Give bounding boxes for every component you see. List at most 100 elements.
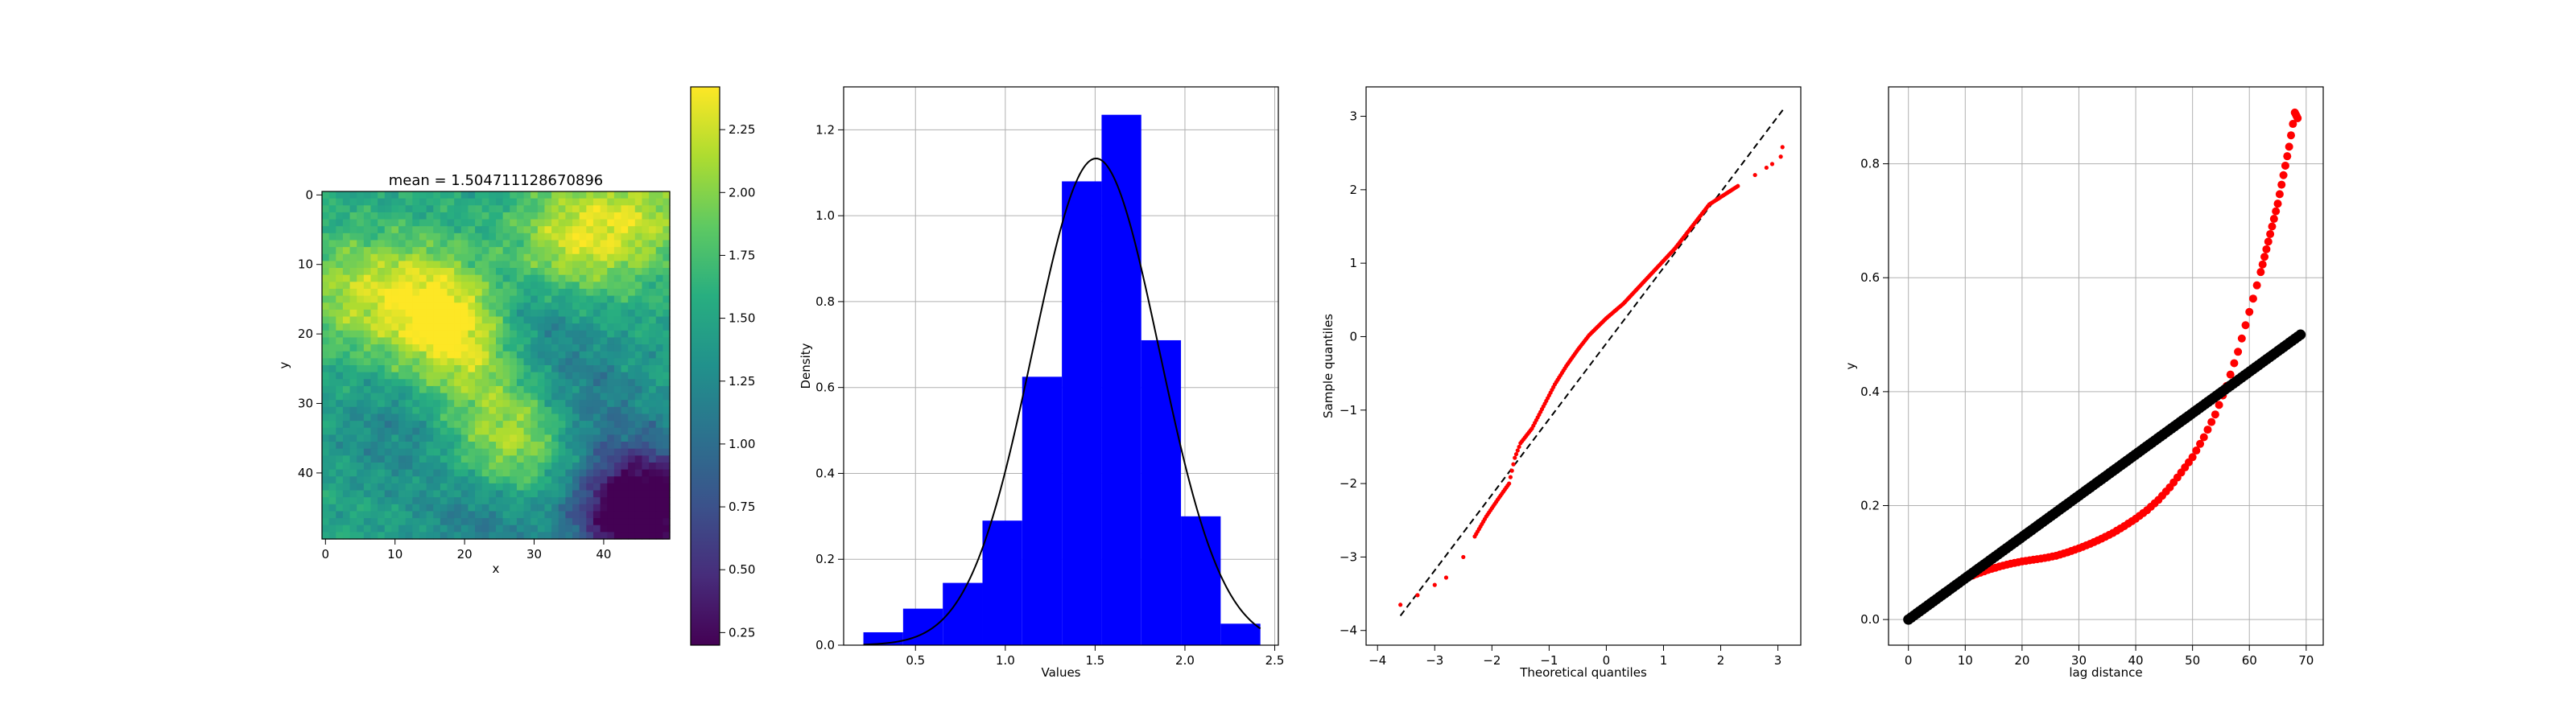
heatmap-cell xyxy=(433,212,441,220)
heatmap-cell xyxy=(426,351,434,359)
heatmap-cell xyxy=(475,372,483,380)
heatmap-cell xyxy=(579,532,587,540)
heatmap-cell xyxy=(328,282,336,290)
heatmap-cell xyxy=(544,323,552,331)
heatmap-cell xyxy=(342,274,351,282)
heatmap-cell xyxy=(391,337,399,345)
heatmap-cell xyxy=(496,226,504,234)
heatmap-cell xyxy=(544,524,552,533)
heatmap-cell xyxy=(530,351,539,359)
heatmap-cell xyxy=(516,400,525,408)
heatmap-cell xyxy=(468,226,476,234)
heatmap-cell xyxy=(481,253,489,261)
heatmap-cell xyxy=(363,524,372,533)
histogram-y-label: Density xyxy=(799,343,813,389)
heatmap-cell xyxy=(607,212,615,220)
variogram-empirical-point xyxy=(2258,260,2267,269)
heatmap-cell xyxy=(328,247,336,255)
heatmap-cell xyxy=(468,455,476,463)
heatmap-cell xyxy=(378,344,386,352)
heatmap-cell xyxy=(558,309,566,318)
heatmap-cell xyxy=(613,448,622,456)
heatmap-cell xyxy=(544,427,552,435)
heatmap-cell xyxy=(613,316,622,324)
heatmap-cell xyxy=(537,455,546,463)
heatmap-cell xyxy=(551,379,559,387)
heatmap-cell xyxy=(468,393,476,401)
heatmap-cell xyxy=(600,240,608,248)
heatmap-cell xyxy=(412,372,420,380)
heatmap-cell xyxy=(663,302,671,311)
heatmap-cell xyxy=(342,434,351,442)
heatmap-cell xyxy=(510,358,518,366)
heatmap-cell xyxy=(412,504,420,512)
heatmap-cell xyxy=(565,212,573,220)
heatmap-cell xyxy=(600,253,608,261)
heatmap-cell xyxy=(502,198,510,206)
heatmap-cell xyxy=(349,421,357,429)
heatmap-cell xyxy=(460,421,469,429)
heatmap-x-tick-label: 0 xyxy=(322,547,330,562)
heatmap-cell xyxy=(502,372,510,380)
heatmap-cell xyxy=(523,309,531,318)
heatmap-cell xyxy=(579,497,587,505)
heatmap-cell xyxy=(572,490,580,498)
heatmap-cell xyxy=(496,532,504,540)
heatmap-cell xyxy=(412,476,420,484)
heatmap-cell xyxy=(544,476,552,484)
heatmap-cell xyxy=(572,483,580,492)
heatmap-cell xyxy=(412,379,420,387)
heatmap-cell xyxy=(523,288,531,297)
heatmap-cell xyxy=(613,511,622,519)
heatmap-cell xyxy=(440,268,448,276)
heatmap-cell xyxy=(384,253,392,261)
heatmap-cell xyxy=(510,406,518,415)
qq-sample-point xyxy=(1415,593,1420,598)
heatmap-cell xyxy=(412,511,420,519)
heatmap-cell xyxy=(621,323,629,331)
heatmap-cell xyxy=(489,191,497,200)
heatmap-cell xyxy=(537,406,546,415)
heatmap-cell xyxy=(607,316,615,324)
heatmap-cell xyxy=(537,344,546,352)
heatmap-cell xyxy=(649,379,657,387)
heatmap-cell xyxy=(328,351,336,359)
heatmap-cell xyxy=(336,288,344,297)
heatmap-cell xyxy=(551,240,559,248)
heatmap-cell xyxy=(384,344,392,352)
heatmap-cell xyxy=(621,282,629,290)
heatmap-cell xyxy=(663,232,671,241)
heatmap-cell xyxy=(634,462,643,471)
heatmap-cell xyxy=(621,524,629,533)
heatmap-cell xyxy=(592,191,601,200)
heatmap-panel: mean = 1.504711128670896 0 10 20 30 40010203… xyxy=(277,172,671,576)
heatmap-cell xyxy=(607,232,615,241)
heatmap-cell xyxy=(655,372,663,380)
heatmap-cell xyxy=(384,268,392,276)
heatmap-cell xyxy=(628,393,636,401)
heatmap-cell xyxy=(384,358,392,366)
heatmap-cell xyxy=(398,191,407,200)
heatmap-cell xyxy=(565,385,573,394)
heatmap-cell xyxy=(579,455,587,463)
heatmap-cell xyxy=(454,274,462,282)
heatmap-cell xyxy=(481,427,489,435)
heatmap-cell xyxy=(440,191,448,200)
heatmap-cell xyxy=(440,504,448,512)
heatmap-cell xyxy=(475,212,483,220)
heatmap-cell xyxy=(440,295,448,303)
heatmap-cell xyxy=(523,198,531,206)
heatmap-cell xyxy=(537,232,546,241)
heatmap-cell xyxy=(510,421,518,429)
heatmap-cell xyxy=(642,497,650,505)
heatmap-cell xyxy=(489,532,497,540)
heatmap-cell xyxy=(481,240,489,248)
heatmap-cell xyxy=(628,442,636,450)
heatmap-cell xyxy=(621,476,629,484)
heatmap-cell xyxy=(655,247,663,255)
heatmap-cell xyxy=(523,469,531,477)
variogram-empirical-point xyxy=(2260,253,2269,261)
heatmap-cell xyxy=(600,490,608,498)
heatmap-cell xyxy=(426,337,434,345)
heatmap-cell xyxy=(579,344,587,352)
